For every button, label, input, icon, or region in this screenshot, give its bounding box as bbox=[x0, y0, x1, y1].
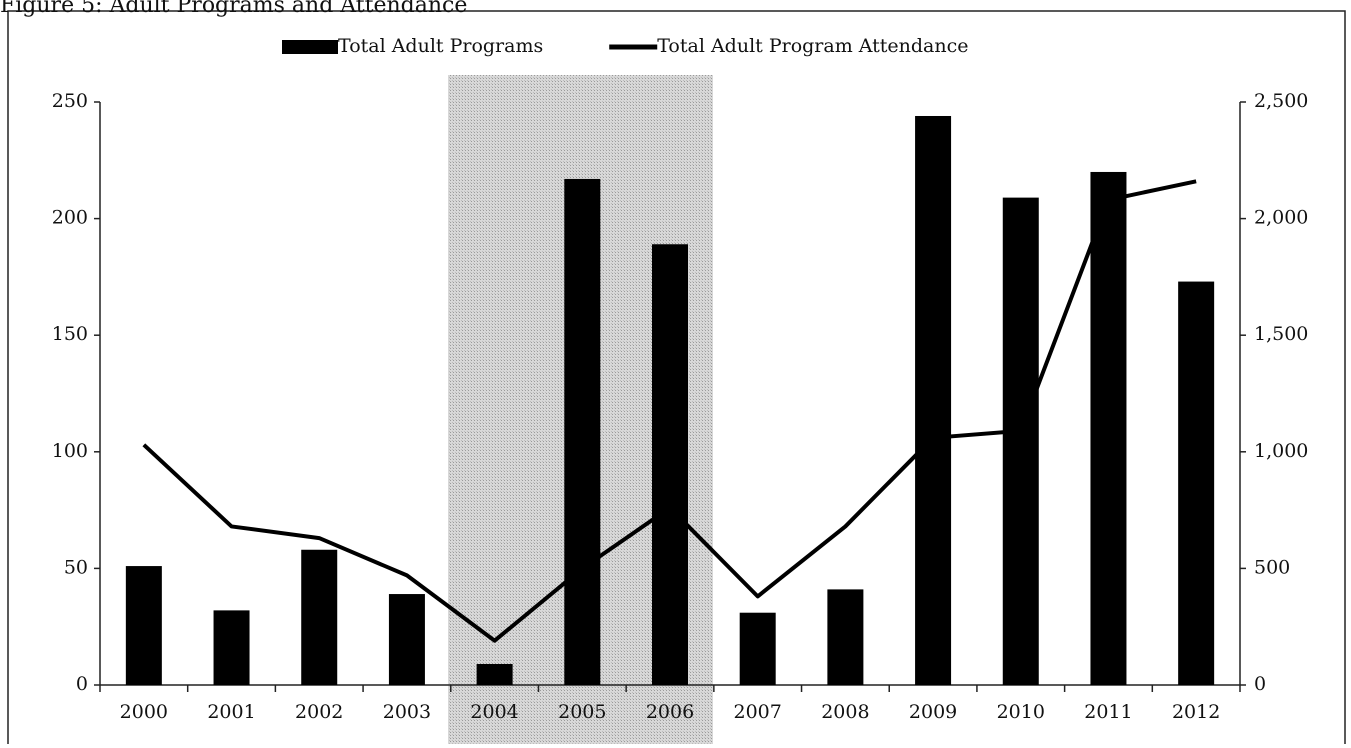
x-tick-label: 2010 bbox=[997, 701, 1045, 723]
y-tick-label: 100 bbox=[52, 440, 88, 462]
y-tick-label: 50 bbox=[64, 556, 88, 578]
x-tick-label: 2006 bbox=[646, 701, 694, 723]
chart-frame bbox=[7, 10, 1346, 748]
bar bbox=[213, 610, 250, 685]
x-tick-label: 2009 bbox=[909, 701, 957, 723]
x-tick-label: 2003 bbox=[383, 701, 431, 723]
x-tick-label: 2001 bbox=[207, 701, 255, 723]
line bbox=[142, 179, 1197, 643]
legend-swatch bbox=[282, 40, 338, 54]
bar bbox=[564, 178, 601, 685]
y-tick-label: 250 bbox=[52, 90, 88, 112]
bar bbox=[1002, 197, 1039, 685]
bar bbox=[301, 549, 338, 685]
x-tick-label: 2008 bbox=[821, 701, 869, 723]
bar bbox=[915, 115, 952, 685]
y2-tick-label: 500 bbox=[1254, 556, 1290, 578]
bar bbox=[388, 594, 425, 685]
y-tick-label: 0 bbox=[76, 673, 88, 695]
chart-title: Figure 5: Adult Programs and Attendance bbox=[0, 0, 467, 18]
bar bbox=[1090, 171, 1127, 685]
bar bbox=[827, 589, 864, 685]
y-tick-label: 200 bbox=[52, 207, 88, 229]
y2-tick-label: 1,000 bbox=[1254, 440, 1308, 462]
x-tick-label: 2007 bbox=[734, 701, 782, 723]
legend-label: Total Adult Programs bbox=[338, 35, 543, 57]
y-tick-label: 150 bbox=[52, 323, 88, 345]
x-tick-label: 2005 bbox=[558, 701, 606, 723]
bar bbox=[652, 244, 688, 685]
x-tick-label: 2011 bbox=[1084, 701, 1132, 723]
y2-tick-label: 1,500 bbox=[1254, 323, 1308, 345]
y2-tick-label: 0 bbox=[1254, 673, 1266, 695]
x-tick-label: 2002 bbox=[295, 701, 343, 723]
y2-tick-label: 2,000 bbox=[1254, 207, 1308, 229]
bar bbox=[125, 566, 162, 685]
x-tick-label: 2000 bbox=[120, 701, 168, 723]
bar bbox=[739, 612, 776, 685]
legend-label: Total Adult Program Attendance bbox=[657, 35, 968, 57]
x-tick-label: 2012 bbox=[1172, 701, 1220, 723]
x-tick-label: 2004 bbox=[470, 701, 518, 723]
bar bbox=[476, 664, 513, 685]
y2-tick-label: 2,500 bbox=[1254, 90, 1308, 112]
bar bbox=[1178, 281, 1215, 685]
